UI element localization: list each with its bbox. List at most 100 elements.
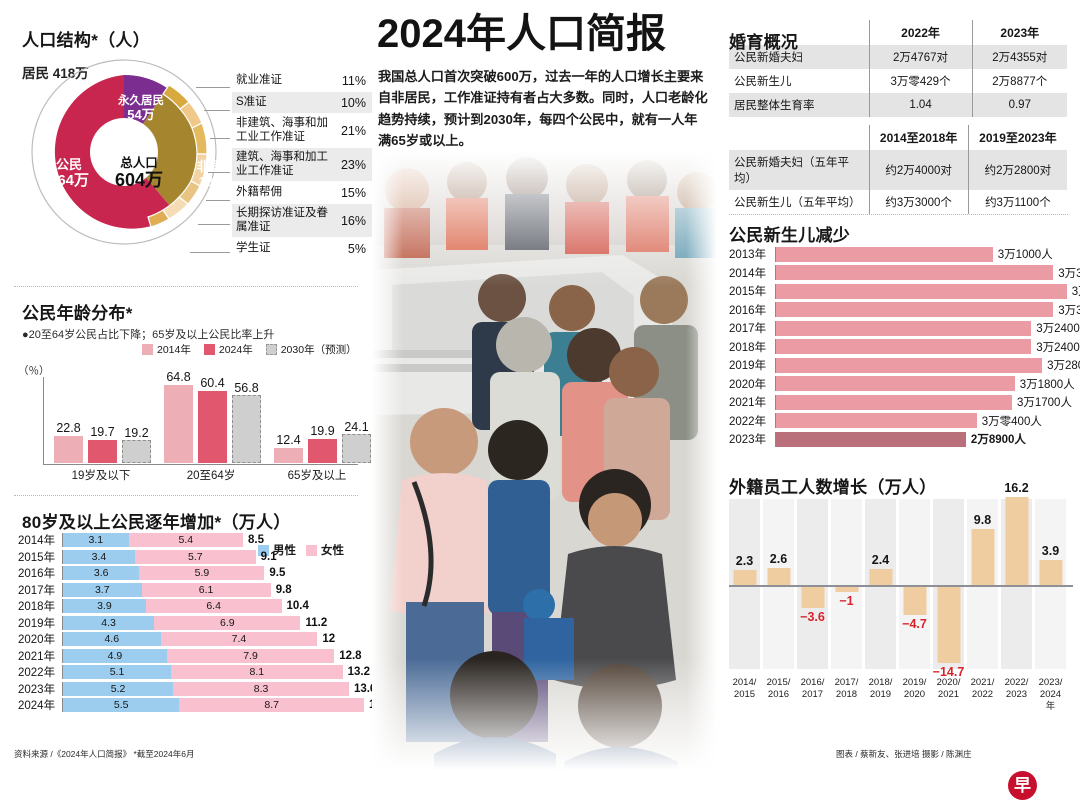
bar: 22.8: [54, 421, 83, 463]
stacked-bar: 5.5 8.7 14.2: [62, 698, 391, 713]
marriage-table-block1: 2022年 2023年 公民新婚夫妇 2万4767对 2万4355对 公民新生儿…: [729, 20, 1067, 117]
bar-highlighted: [776, 431, 966, 447]
bar: 56.8: [232, 381, 261, 463]
row-label: 公民新生儿: [734, 76, 792, 88]
bar-segment-female: 6.1: [141, 582, 271, 597]
x-tick-label: 2015/ 2016: [766, 677, 791, 700]
table-row: 2021年 4.9 7.9 12.8: [18, 648, 364, 665]
stacked-bar: 4.3 6.9 11.2: [62, 615, 364, 630]
stacked-bar: 5.2 8.3 13.6: [62, 681, 376, 696]
bar-segment-male: 5.1: [63, 665, 172, 680]
bar-value: 2.6: [769, 552, 788, 566]
row-year: 2020年: [729, 378, 767, 391]
pass-percent: 5%: [347, 241, 366, 256]
pass-label: 学生证: [236, 242, 271, 255]
bar-value: −3.6: [800, 610, 825, 624]
bar: [733, 570, 756, 585]
bar-value: 60.4: [200, 376, 225, 390]
bar-segment-female: 5.7: [134, 549, 256, 564]
segment-value: 8.3: [253, 682, 269, 695]
row-year: 2015年: [18, 551, 56, 564]
row-total: 9.5: [269, 567, 286, 580]
bar: [776, 283, 1067, 299]
bar-track: 3万1800人: [775, 376, 1077, 392]
row-label: 公民新生儿（五年平均）: [734, 197, 861, 209]
pass-label: 长期探访准证及眷属准证: [236, 207, 328, 233]
legend-item-2014: 2014年: [142, 342, 191, 357]
bar: 24.1: [342, 420, 371, 463]
bar-value: −14.7: [932, 665, 965, 679]
donut-segment-citizen: 公民 364万: [48, 157, 90, 189]
newborn-bar-rows: 2013年 3万1000人 2014年 3万3200人 2015年: [729, 245, 1080, 449]
pass-type-legend: 就业准证 11% S准证 10% 非建筑、海事和加工业工作准证 21% 建筑、海…: [232, 70, 372, 261]
left-column: 人口结构*（人） 居民 418万: [0, 0, 391, 809]
table-row: 2014年 3.1 5.4 8.5: [18, 532, 364, 549]
x-tick-label: 19岁及以下: [71, 470, 131, 482]
bar-segment-male: 4.3: [63, 615, 155, 630]
table-row: 2018年 3万2400人: [729, 338, 1080, 357]
foreign-workforce-section: 外籍员工人数增长（万人） 2.3 2014/ 2015 2.6 2015/ 20…: [717, 467, 1080, 712]
table-row: 2013年 3万1000人: [729, 245, 1077, 264]
bar-segment-male: 4.9: [63, 648, 167, 663]
row-value: 3万零429个: [868, 69, 973, 93]
table-row: 2023年 2万8900人: [729, 430, 1077, 449]
page-title: 2024年人口简报: [377, 12, 666, 56]
legend-label: 2014年: [157, 344, 191, 356]
publication-logo: 早: [1008, 771, 1037, 800]
legend-label: 2030年（预测）: [280, 344, 357, 356]
row-value: 约3万3000个: [868, 190, 969, 214]
row-total: 11.2: [305, 616, 328, 629]
elderly-legend: 男性 女性: [258, 542, 344, 558]
table-row: 2016年 3.6 5.9 9.5: [18, 565, 364, 582]
bar-segment-male: 3.6: [63, 566, 140, 581]
bar: 19.2: [122, 426, 151, 463]
row-year: 2020年: [18, 634, 56, 647]
bar: [776, 265, 1054, 281]
table-row: 公民新生儿（五年平均） 约3万3000个 约3万1100个: [729, 190, 1067, 214]
row-year: 2023年: [729, 434, 767, 447]
bar-group: 64.8 60.4 56.8: [164, 370, 261, 463]
legend-label: 2024年: [218, 344, 253, 356]
segment-value: 5.4: [178, 534, 194, 547]
age-distribution-title: 公民年龄分布*: [22, 304, 133, 323]
row-value: 1.04: [868, 93, 973, 117]
table-row: 2017年 3.7 6.1 9.8: [18, 582, 364, 599]
donut-segment-permanent-resident: 永久居民 54万: [118, 95, 164, 122]
bar-value: −4.7: [902, 617, 927, 631]
x-tick-label: 2017/ 2018: [834, 677, 859, 700]
bar: 12.4: [274, 433, 303, 463]
table-row: 2014年 3万3200人: [729, 264, 1080, 283]
donut-center-value: 604万: [114, 170, 164, 190]
legend-label: 女性: [321, 545, 344, 557]
table-row: 2023年 5.2 8.3 13.6: [18, 681, 376, 698]
bar: [1005, 497, 1028, 585]
zero-baseline: [729, 585, 1073, 587]
row-label: 公民新婚夫妇: [734, 52, 803, 64]
bar-value: 12.4: [276, 433, 301, 447]
bar-value: 24.1: [344, 420, 369, 434]
newborn-decline-section: 公民新生儿减少 2013年 3万1000人 2014年 3万3200人: [717, 215, 1080, 467]
age-distribution-legend: 2014年 2024年 2030年（预测）: [142, 342, 357, 357]
row-year: 2014年: [729, 267, 767, 280]
table-row: 2017年 3万2400人: [729, 319, 1080, 338]
bar-value: 3万零400人: [981, 415, 1042, 428]
bar-segment-female: 6.9: [154, 615, 301, 630]
pass-label: 就业准证: [236, 73, 282, 86]
marriage-birth-section: 婚育概况 2022年 2023年 公民新婚夫妇 2万4767对 2万4355对 …: [717, 20, 1080, 214]
bar: 19.9: [308, 424, 337, 463]
foreign-workforce-title: 外籍员工人数增长（万人）: [729, 478, 937, 497]
segment-value: 3.9: [97, 600, 112, 613]
table-row: 2021年 3万1700人: [729, 393, 1077, 412]
bar-segment-female: 8.3: [173, 681, 349, 696]
row-total: 13.6: [353, 682, 377, 695]
bar-track: 3万2400人: [775, 339, 1080, 355]
bar: [971, 529, 994, 585]
row-total: 8.5: [247, 534, 264, 547]
elderly-bar-rows: 2014年 3.1 5.4 8.5 2015年 3.4: [18, 532, 391, 714]
segment-value: 3.1: [88, 534, 104, 547]
row-year: 2017年: [18, 584, 56, 597]
x-tick-label: 2022/ 2023: [1004, 677, 1029, 700]
bar: [776, 339, 1032, 355]
row-total: 13.2: [347, 666, 371, 679]
